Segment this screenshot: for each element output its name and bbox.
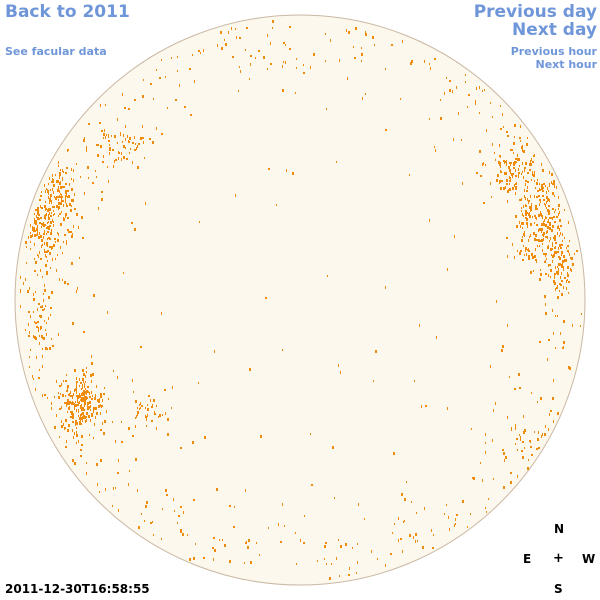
compass-south-label: S — [554, 582, 563, 596]
back-to-year-link[interactable]: Back to 2011 — [5, 2, 130, 22]
compass-north-label: N — [554, 522, 565, 536]
compass-east-label: E — [523, 552, 532, 566]
next-day-link[interactable]: Next day — [512, 20, 597, 40]
see-facular-data-link[interactable]: See facular data — [5, 45, 107, 58]
compass-west-label: W — [582, 552, 596, 566]
observation-timestamp: 2011-12-30T16:58:55 — [5, 582, 150, 596]
next-hour-link[interactable]: Next hour — [535, 58, 598, 71]
solar-disk — [14, 14, 586, 586]
compass-center-cross: + — [553, 551, 564, 566]
previous-day-link[interactable]: Previous day — [473, 2, 597, 22]
facular-regions — [20, 20, 582, 580]
previous-hour-link[interactable]: Previous hour — [510, 45, 597, 58]
